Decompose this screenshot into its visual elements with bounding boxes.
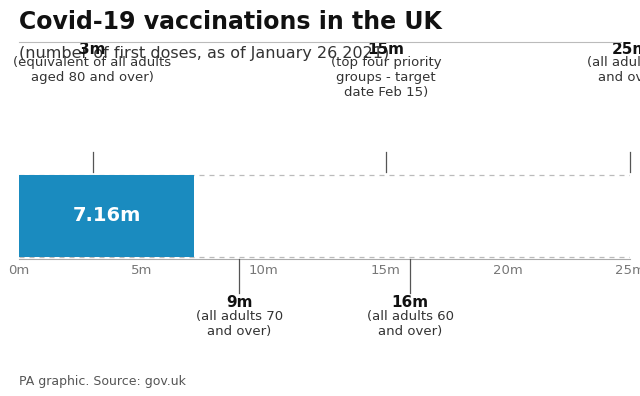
Text: 25m: 25m: [612, 42, 640, 57]
Text: (number of first doses, as of January 26 2021): (number of first doses, as of January 26…: [19, 46, 390, 61]
Text: 9m: 9m: [226, 295, 253, 310]
Text: (all adults 50
and over): (all adults 50 and over): [587, 56, 640, 84]
Text: PA graphic. Source: gov.uk: PA graphic. Source: gov.uk: [19, 375, 186, 388]
Text: Covid-19 vaccinations in the UK: Covid-19 vaccinations in the UK: [19, 10, 442, 34]
Text: 15m: 15m: [367, 42, 404, 57]
Text: 7.16m: 7.16m: [72, 206, 141, 225]
Bar: [19, 175, 195, 257]
Text: (all adults 60
and over): (all adults 60 and over): [367, 310, 454, 338]
Text: (all adults 70
and over): (all adults 70 and over): [196, 310, 283, 338]
Text: 16m: 16m: [392, 295, 429, 310]
Text: (equivalent of all adults
aged 80 and over): (equivalent of all adults aged 80 and ov…: [13, 56, 172, 84]
Text: (top four priority
groups - target
date Feb 15): (top four priority groups - target date …: [331, 56, 441, 99]
Text: 3m: 3m: [79, 42, 106, 57]
